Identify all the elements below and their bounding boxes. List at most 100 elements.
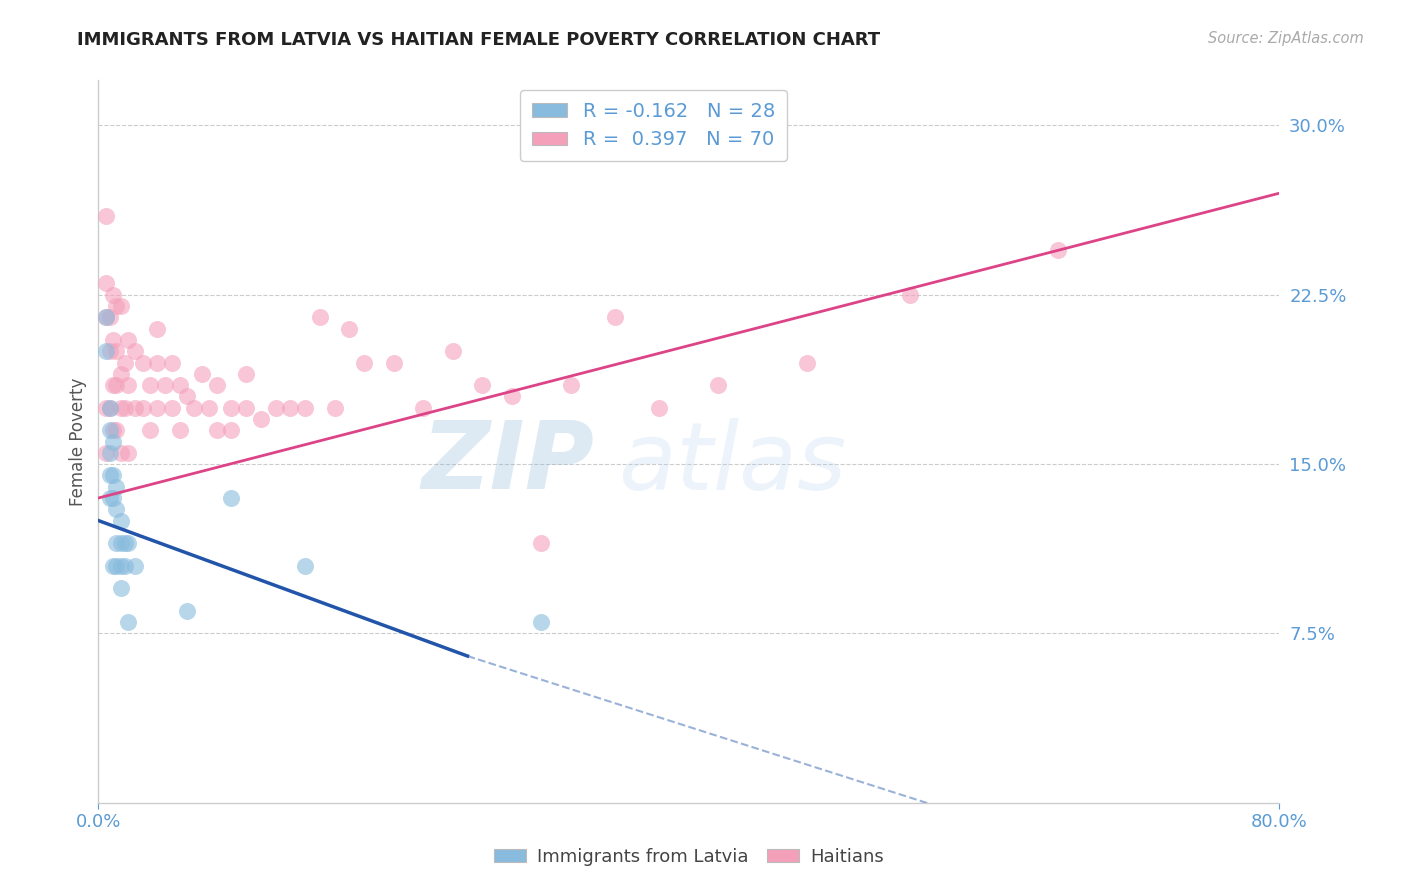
Point bbox=[235, 367, 257, 381]
Point bbox=[146, 321, 169, 335]
Point bbox=[117, 446, 139, 460]
Point bbox=[110, 582, 132, 596]
Point bbox=[221, 401, 243, 415]
Point bbox=[114, 536, 136, 550]
Point bbox=[94, 344, 117, 359]
Point bbox=[105, 480, 128, 494]
Point bbox=[117, 615, 139, 630]
Point bbox=[132, 355, 155, 369]
Point bbox=[110, 514, 132, 528]
Point bbox=[103, 434, 125, 449]
Point bbox=[110, 558, 132, 573]
Point bbox=[114, 401, 136, 415]
Point bbox=[560, 378, 582, 392]
Text: atlas: atlas bbox=[619, 417, 846, 508]
Point bbox=[339, 321, 361, 335]
Point bbox=[146, 401, 169, 415]
Point bbox=[1046, 243, 1070, 257]
Point bbox=[264, 401, 287, 415]
Point bbox=[98, 401, 121, 415]
Point bbox=[162, 401, 183, 415]
Point bbox=[353, 355, 375, 369]
Point bbox=[169, 423, 191, 437]
Point bbox=[124, 344, 146, 359]
Point bbox=[309, 310, 332, 325]
Point bbox=[235, 401, 257, 415]
Point bbox=[94, 310, 117, 325]
Point bbox=[117, 333, 139, 347]
Point bbox=[105, 536, 128, 550]
Point bbox=[221, 491, 243, 505]
Point bbox=[139, 378, 162, 392]
Point bbox=[103, 333, 125, 347]
Point bbox=[412, 401, 434, 415]
Point bbox=[183, 401, 205, 415]
Point bbox=[221, 423, 243, 437]
Point bbox=[110, 446, 132, 460]
Point bbox=[294, 401, 316, 415]
Point bbox=[103, 287, 125, 301]
Point bbox=[105, 558, 128, 573]
Point bbox=[103, 378, 125, 392]
Point bbox=[98, 401, 121, 415]
Point bbox=[900, 287, 922, 301]
Point bbox=[648, 401, 671, 415]
Point bbox=[530, 536, 553, 550]
Point bbox=[98, 468, 121, 483]
Point bbox=[114, 558, 136, 573]
Point bbox=[98, 423, 121, 437]
Point bbox=[103, 468, 125, 483]
Point bbox=[110, 401, 132, 415]
Point bbox=[105, 344, 128, 359]
Point bbox=[105, 423, 128, 437]
Point bbox=[280, 401, 302, 415]
Point bbox=[94, 277, 117, 291]
Point bbox=[605, 310, 627, 325]
Point bbox=[98, 310, 121, 325]
Point bbox=[501, 389, 523, 403]
Point bbox=[94, 446, 117, 460]
Point bbox=[98, 491, 121, 505]
Point bbox=[294, 558, 316, 573]
Point bbox=[132, 401, 155, 415]
Point bbox=[205, 378, 228, 392]
Point bbox=[176, 389, 198, 403]
Point bbox=[103, 558, 125, 573]
Point bbox=[105, 299, 128, 313]
Point bbox=[103, 491, 125, 505]
Point bbox=[530, 615, 553, 630]
Point bbox=[94, 209, 117, 223]
Text: Source: ZipAtlas.com: Source: ZipAtlas.com bbox=[1208, 31, 1364, 46]
Point bbox=[146, 355, 169, 369]
Point bbox=[205, 423, 228, 437]
Text: IMMIGRANTS FROM LATVIA VS HAITIAN FEMALE POVERTY CORRELATION CHART: IMMIGRANTS FROM LATVIA VS HAITIAN FEMALE… bbox=[77, 31, 880, 49]
Point bbox=[191, 367, 214, 381]
Point bbox=[169, 378, 191, 392]
Point bbox=[382, 355, 405, 369]
Text: ZIP: ZIP bbox=[422, 417, 595, 509]
Point bbox=[94, 310, 117, 325]
Point bbox=[162, 355, 183, 369]
Point bbox=[796, 355, 818, 369]
Point bbox=[105, 378, 128, 392]
Point bbox=[117, 536, 139, 550]
Y-axis label: Female Poverty: Female Poverty bbox=[69, 377, 87, 506]
Point bbox=[139, 423, 162, 437]
Point bbox=[94, 401, 117, 415]
Point bbox=[117, 378, 139, 392]
Point bbox=[441, 344, 464, 359]
Point bbox=[153, 378, 176, 392]
Point bbox=[105, 502, 128, 516]
Point bbox=[98, 446, 121, 460]
Legend: Immigrants from Latvia, Haitians: Immigrants from Latvia, Haitians bbox=[486, 841, 891, 873]
Point bbox=[198, 401, 221, 415]
Point bbox=[176, 604, 198, 618]
Point bbox=[103, 423, 125, 437]
Point bbox=[323, 401, 346, 415]
Point bbox=[114, 355, 136, 369]
Point bbox=[124, 558, 146, 573]
Point bbox=[98, 344, 121, 359]
Point bbox=[110, 536, 132, 550]
Point bbox=[707, 378, 730, 392]
Point bbox=[110, 367, 132, 381]
